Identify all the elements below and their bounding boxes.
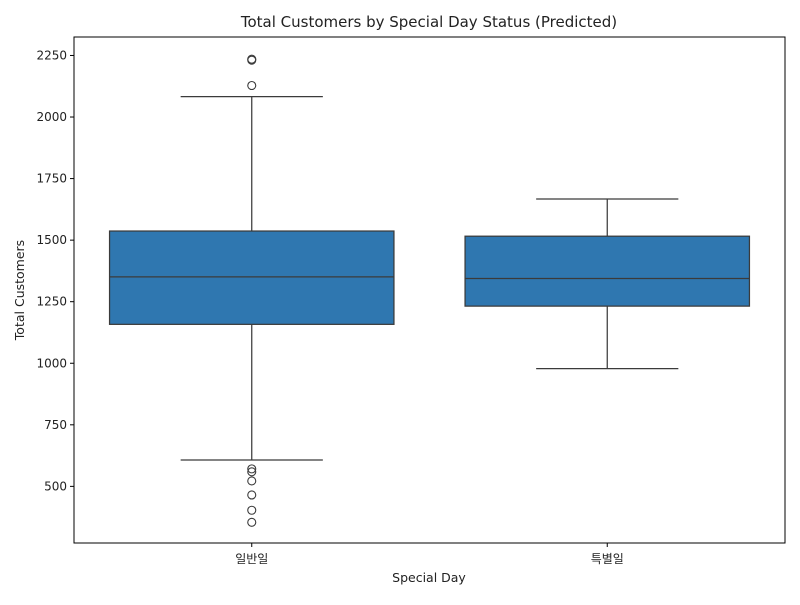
y-tick-label: 2000: [36, 110, 67, 124]
y-tick-label: 1250: [36, 295, 67, 309]
outlier-point: [247, 505, 257, 515]
y-tick-label: 1500: [36, 233, 67, 247]
outlier-point: [247, 464, 257, 474]
chart-title: Total Customers by Special Day Status (P…: [240, 13, 617, 31]
outlier-point: [247, 476, 257, 486]
y-tick-label: 750: [44, 418, 67, 432]
y-tick-label: 2250: [36, 48, 67, 62]
box-2: [464, 235, 751, 307]
y-tick-label: 1000: [36, 356, 67, 370]
outlier-point: [247, 80, 257, 91]
outlier-point: [247, 467, 257, 477]
y-axis-label: Total Customers: [12, 240, 27, 341]
x-axis-label: Special Day: [392, 570, 466, 585]
box-1: [108, 230, 395, 325]
plot-area-frame: [73, 36, 786, 544]
outlier-point: [247, 517, 257, 527]
y-tick-label: 1750: [36, 172, 67, 186]
outlier-point: [247, 490, 257, 500]
y-tick-label: 500: [44, 479, 67, 493]
x-tick-label: 특별일: [591, 552, 624, 566]
outlier-point: [247, 55, 257, 65]
x-tick-label: 일반일: [235, 552, 268, 566]
